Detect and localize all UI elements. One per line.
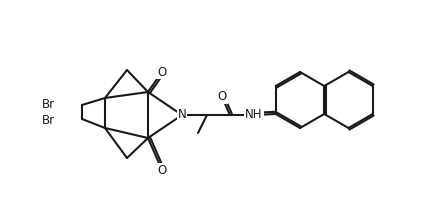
Text: Br: Br <box>42 113 55 127</box>
Text: Br: Br <box>42 97 55 111</box>
Text: O: O <box>157 65 167 78</box>
Text: NH: NH <box>245 108 263 122</box>
Text: O: O <box>157 164 167 177</box>
Text: O: O <box>217 90 227 104</box>
Text: N: N <box>178 108 187 122</box>
